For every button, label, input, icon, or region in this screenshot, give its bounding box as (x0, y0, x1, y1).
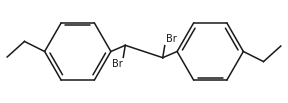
Text: Br: Br (112, 59, 122, 69)
Text: Br: Br (166, 34, 176, 44)
